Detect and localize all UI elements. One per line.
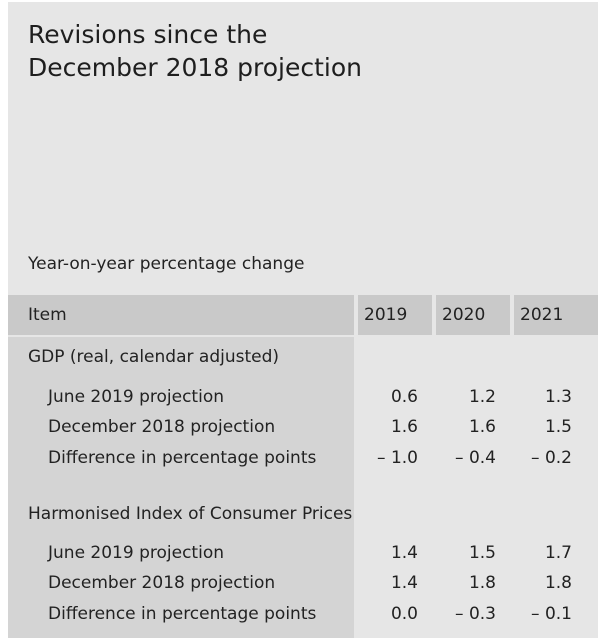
cell-2020: 1.8: [468, 573, 496, 593]
table-title: Revisions since the December 2018 projec…: [28, 20, 363, 82]
row-label: Difference in percentage points: [48, 604, 317, 624]
row-label: December 2018 projection: [48, 417, 276, 437]
table-subtitle: Year-on-year percentage change: [28, 254, 305, 274]
cell-2020: 1.6: [468, 417, 496, 437]
cell-2021: 1.3: [544, 387, 572, 407]
table-row: December 2018 projection 1.4 1.8 1.8: [8, 573, 598, 601]
table-row: June 2019 projection 1.4 1.5 1.7: [8, 543, 598, 571]
row-label: June 2019 projection: [48, 387, 224, 407]
cell-2019: 1.6: [390, 417, 418, 437]
cell-2020: 1.2: [468, 387, 496, 407]
cell-2020: 1.5: [468, 543, 496, 563]
section-heading-row: Harmonised Index of Consumer Prices: [8, 504, 598, 532]
cell-2021: – 0.2: [531, 448, 572, 468]
table-row: Difference in percentage points 0.0 – 0.…: [8, 604, 598, 632]
cell-2021: 1.5: [544, 417, 572, 437]
revisions-table-panel: Revisions since the December 2018 projec…: [8, 2, 598, 638]
header-2020-cell: 2020: [436, 295, 510, 335]
cell-2020: – 0.3: [455, 604, 496, 624]
header-2019-cell: 2019: [358, 295, 432, 335]
header-item: Item: [28, 305, 67, 325]
section-heading-hicp: Harmonised Index of Consumer Prices: [28, 504, 353, 524]
header-2021-cell: 2021: [514, 295, 598, 335]
row-label: June 2019 projection: [48, 543, 224, 563]
cell-2021: 1.8: [544, 573, 572, 593]
cell-2019: – 1.0: [377, 448, 418, 468]
row-label: Difference in percentage points: [48, 448, 317, 468]
cell-2019: 1.4: [390, 543, 418, 563]
label-column: [8, 337, 354, 638]
section-heading-row: GDP (real, calendar adjusted): [8, 347, 598, 375]
header-year-2021: 2021: [520, 305, 564, 325]
header-year-2020: 2020: [442, 305, 486, 325]
header-item-cell: Item: [8, 295, 354, 335]
cell-2021: – 0.1: [531, 604, 572, 624]
table-row: June 2019 projection 0.6 1.2 1.3: [8, 387, 598, 415]
section-heading-gdp: GDP (real, calendar adjusted): [28, 347, 280, 367]
cell-2019: 0.6: [390, 387, 418, 407]
header-year-2019: 2019: [364, 305, 408, 325]
cell-2019: 1.4: [390, 573, 418, 593]
cell-2020: – 0.4: [455, 448, 496, 468]
cell-2021: 1.7: [544, 543, 572, 563]
table-row: December 2018 projection 1.6 1.6 1.5: [8, 417, 598, 445]
row-label: December 2018 projection: [48, 573, 276, 593]
table-row: Difference in percentage points – 1.0 – …: [8, 448, 598, 476]
cell-2019: 0.0: [390, 604, 418, 624]
